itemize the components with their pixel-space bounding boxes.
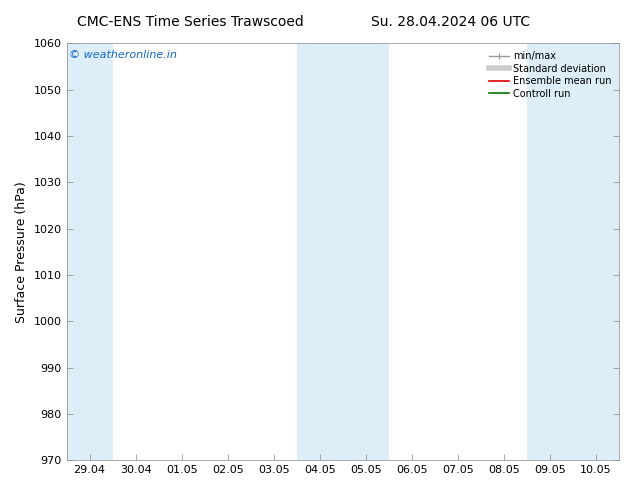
Text: Su. 28.04.2024 06 UTC: Su. 28.04.2024 06 UTC (371, 15, 529, 29)
Text: CMC-ENS Time Series Trawscoed: CMC-ENS Time Series Trawscoed (77, 15, 304, 29)
Y-axis label: Surface Pressure (hPa): Surface Pressure (hPa) (15, 181, 28, 323)
Bar (527, 44, 619, 460)
Legend: min/max, Standard deviation, Ensemble mean run, Controll run: min/max, Standard deviation, Ensemble me… (486, 49, 614, 101)
Bar (297, 44, 389, 460)
Bar (67, 44, 113, 460)
Text: © weatheronline.in: © weatheronline.in (69, 50, 177, 60)
